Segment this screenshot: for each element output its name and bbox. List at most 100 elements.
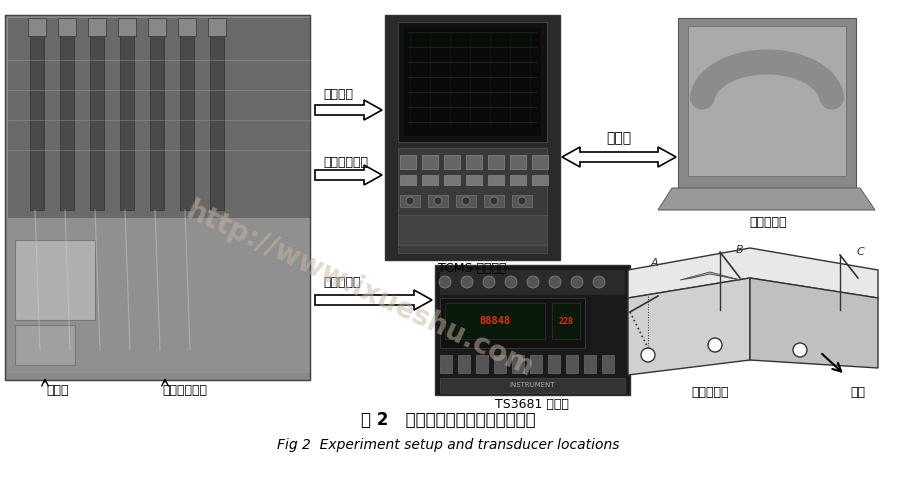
Text: C: C (856, 247, 864, 257)
Bar (456, 195, 476, 207)
Text: 压紧杆和螺母: 压紧杆和螺母 (162, 384, 207, 396)
Text: 振动信号: 振动信号 (323, 89, 353, 102)
Circle shape (505, 276, 517, 288)
Bar (445, 303, 545, 339)
Bar (444, 175, 460, 185)
Bar (90, 20, 104, 210)
Text: INSTRUMENT: INSTRUMENT (509, 382, 555, 388)
Bar (400, 175, 416, 185)
Bar (428, 195, 448, 207)
Circle shape (461, 276, 473, 288)
Bar (678, 18, 856, 188)
Bar (440, 270, 625, 295)
Text: http://www.ixueshu.com: http://www.ixueshu.com (182, 197, 538, 383)
Bar (398, 148, 547, 253)
Bar (60, 20, 74, 210)
Text: TS3681 应变仪: TS3681 应变仪 (495, 398, 569, 412)
Bar (5, 15, 310, 380)
Polygon shape (315, 100, 382, 120)
Bar (584, 355, 596, 373)
Circle shape (439, 276, 451, 288)
Bar (688, 26, 846, 176)
Bar (512, 355, 524, 373)
Text: B: B (736, 245, 744, 255)
Bar (210, 20, 224, 210)
Bar (398, 22, 547, 142)
Text: 88848: 88848 (479, 316, 510, 326)
Bar (458, 355, 470, 373)
Bar (58, 18, 76, 36)
Bar (8, 218, 310, 373)
Bar (440, 298, 585, 348)
Polygon shape (628, 248, 878, 298)
Text: 电压电流信号: 电压电流信号 (323, 155, 368, 169)
Circle shape (490, 197, 498, 205)
Bar (532, 175, 548, 185)
Bar (15, 325, 75, 365)
Polygon shape (680, 272, 740, 280)
Bar (444, 155, 460, 169)
Text: Fig 2  Experiment setup and transducer locations: Fig 2 Experiment setup and transducer lo… (277, 438, 619, 452)
Polygon shape (628, 278, 750, 375)
Bar (466, 155, 482, 169)
Bar (400, 155, 416, 169)
Circle shape (406, 197, 414, 205)
Bar (120, 20, 134, 210)
Text: A: A (650, 258, 658, 268)
Circle shape (549, 276, 561, 288)
Circle shape (527, 276, 539, 288)
Bar (150, 20, 164, 210)
Polygon shape (315, 290, 432, 310)
Bar (398, 215, 547, 245)
Bar (422, 175, 438, 185)
Bar (512, 195, 532, 207)
Bar (484, 195, 504, 207)
Circle shape (571, 276, 583, 288)
Bar (488, 175, 504, 185)
Text: 图 2   实验装置及其传感器位置示意: 图 2 实验装置及其传感器位置示意 (361, 411, 536, 429)
Bar (476, 355, 488, 373)
Bar (5, 15, 310, 380)
Circle shape (462, 197, 470, 205)
Text: 应变片: 应变片 (47, 384, 69, 396)
Bar (88, 18, 106, 36)
Text: 以太网: 以太网 (606, 131, 631, 145)
Bar (466, 175, 482, 185)
Circle shape (793, 343, 807, 357)
Circle shape (434, 197, 442, 205)
Bar (440, 378, 625, 393)
Bar (118, 18, 136, 36)
Bar (15, 240, 95, 320)
Bar (530, 355, 542, 373)
Bar (494, 355, 506, 373)
Bar (488, 155, 504, 169)
Bar (208, 18, 226, 36)
Text: 上位计算机: 上位计算机 (749, 215, 787, 228)
Bar (422, 155, 438, 169)
Circle shape (641, 348, 655, 362)
Bar (552, 303, 580, 339)
Bar (148, 18, 166, 36)
Bar (8, 18, 310, 218)
Bar (30, 20, 44, 210)
Bar (435, 265, 630, 395)
Text: TCMS 监测系统: TCMS 监测系统 (438, 261, 506, 275)
Circle shape (483, 276, 495, 288)
Bar (548, 355, 560, 373)
Text: 228: 228 (559, 317, 573, 325)
Polygon shape (750, 278, 878, 368)
Bar (28, 18, 46, 36)
Text: 压紧力信号: 压紧力信号 (323, 277, 361, 289)
Circle shape (593, 276, 605, 288)
Circle shape (518, 197, 526, 205)
Bar (385, 15, 560, 260)
Bar (178, 18, 196, 36)
Bar (510, 155, 526, 169)
Bar (400, 195, 420, 207)
Bar (440, 355, 452, 373)
Bar (404, 28, 541, 136)
Text: 传感器位置: 传感器位置 (692, 387, 728, 399)
Bar (566, 355, 578, 373)
Bar (532, 155, 548, 169)
Polygon shape (562, 147, 676, 167)
